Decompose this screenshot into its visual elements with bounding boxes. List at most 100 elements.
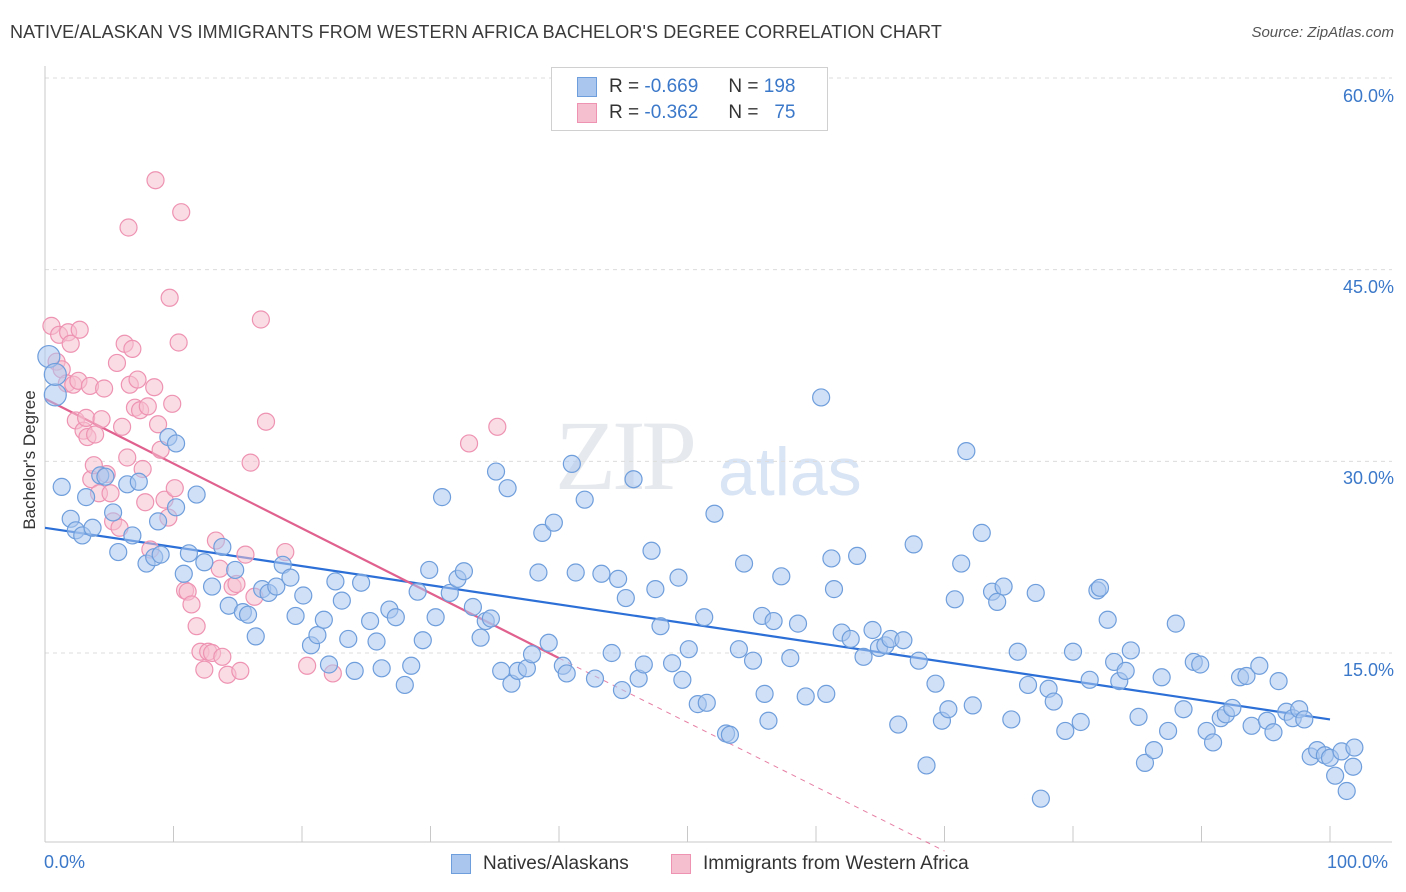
r-label: R = xyxy=(609,102,640,123)
point-natives xyxy=(822,549,841,568)
trend-lines xyxy=(44,397,1331,852)
point-natives xyxy=(695,608,714,627)
point-immigrants xyxy=(251,310,270,329)
point-natives xyxy=(372,659,391,678)
point-natives xyxy=(533,523,552,542)
point-natives xyxy=(562,454,581,473)
x-tick-label-max: 100.0% xyxy=(1327,852,1389,872)
point-natives xyxy=(43,362,67,387)
point-natives xyxy=(202,577,222,596)
point-natives xyxy=(151,545,170,564)
point-natives xyxy=(720,725,740,744)
gridlines xyxy=(45,77,1392,654)
point-immigrants xyxy=(95,379,114,398)
point-natives xyxy=(332,591,351,610)
point-natives xyxy=(917,756,936,775)
point-natives xyxy=(1144,741,1164,760)
point-natives xyxy=(1002,710,1021,729)
point-natives xyxy=(1135,753,1155,772)
point-natives xyxy=(1166,614,1185,633)
source-label: Source: ZipAtlas.com xyxy=(1251,24,1394,41)
stats-row-pink: R = -0.362 N = 75 xyxy=(552,100,795,126)
point-immigrants xyxy=(138,397,157,416)
point-natives xyxy=(673,670,692,689)
point-natives xyxy=(43,383,67,407)
blue-swatch xyxy=(577,77,597,97)
point-natives xyxy=(764,611,783,631)
point-immigrants xyxy=(298,656,317,675)
point-natives xyxy=(1063,642,1083,661)
point-natives xyxy=(772,567,791,586)
point-natives xyxy=(575,490,594,509)
point-natives xyxy=(585,669,605,688)
point-natives xyxy=(669,568,688,587)
point-natives xyxy=(345,661,364,680)
point-natives xyxy=(187,485,206,504)
point-natives xyxy=(395,675,414,695)
point-natives xyxy=(889,715,908,734)
r-value: -0.362 xyxy=(644,102,699,123)
point-natives xyxy=(1031,789,1050,808)
point-natives xyxy=(83,518,102,537)
point-natives xyxy=(796,687,815,706)
point-natives xyxy=(1237,666,1256,686)
point-immigrants xyxy=(231,661,250,680)
point-natives xyxy=(1326,766,1345,785)
point-natives xyxy=(463,597,483,617)
point-natives xyxy=(471,628,490,647)
point-natives xyxy=(481,609,500,628)
point-natives xyxy=(697,693,716,712)
point-natives xyxy=(179,544,199,563)
point-natives xyxy=(129,472,148,491)
pink-swatch xyxy=(671,854,691,874)
point-immigrants xyxy=(169,333,188,352)
point-natives xyxy=(609,569,628,588)
point-natives xyxy=(1191,655,1210,674)
point-immigrants xyxy=(172,203,191,222)
point-natives xyxy=(498,479,517,498)
point-natives xyxy=(529,563,548,582)
point-natives xyxy=(705,504,724,523)
point-natives xyxy=(1337,781,1356,801)
point-natives xyxy=(326,572,345,591)
point-natives xyxy=(1295,710,1314,729)
point-natives xyxy=(788,614,808,633)
point-natives xyxy=(755,684,774,703)
point-natives xyxy=(1116,661,1135,680)
point-natives xyxy=(1044,692,1063,711)
point-immigrants xyxy=(92,410,111,429)
point-natives xyxy=(454,562,474,581)
x-tick-label-min: 0.0% xyxy=(44,852,86,872)
chart-title: NATIVE/ALASKAN VS IMMIGRANTS FROM WESTER… xyxy=(10,22,942,42)
point-natives xyxy=(267,577,286,596)
point-natives xyxy=(109,542,128,562)
point-immigrants xyxy=(182,595,201,614)
blue-points xyxy=(37,344,1364,808)
point-natives xyxy=(104,503,123,522)
y-tick-label-45: 45.0% xyxy=(1342,277,1394,297)
point-natives xyxy=(679,640,698,659)
point-natives xyxy=(781,649,800,668)
pink-swatch xyxy=(577,103,597,123)
point-natives xyxy=(486,462,506,481)
point-natives xyxy=(926,674,945,693)
point-natives xyxy=(281,568,300,587)
point-immigrants xyxy=(146,171,165,190)
point-natives xyxy=(166,498,186,517)
point-natives xyxy=(166,434,186,453)
point-natives xyxy=(957,442,976,461)
point-natives xyxy=(909,651,928,670)
point-immigrants xyxy=(77,408,96,427)
point-natives xyxy=(616,588,635,608)
point-natives xyxy=(539,633,558,652)
point-natives xyxy=(367,632,386,651)
point-immigrants xyxy=(128,370,147,389)
point-natives xyxy=(1264,723,1283,742)
legend-item-immigrants: Immigrants from Western Africa xyxy=(671,852,969,876)
point-natives xyxy=(1250,656,1269,675)
point-natives xyxy=(286,606,305,626)
y-tick-label-60: 60.0% xyxy=(1342,86,1394,106)
point-natives xyxy=(308,626,327,645)
point-immigrants xyxy=(145,378,164,397)
